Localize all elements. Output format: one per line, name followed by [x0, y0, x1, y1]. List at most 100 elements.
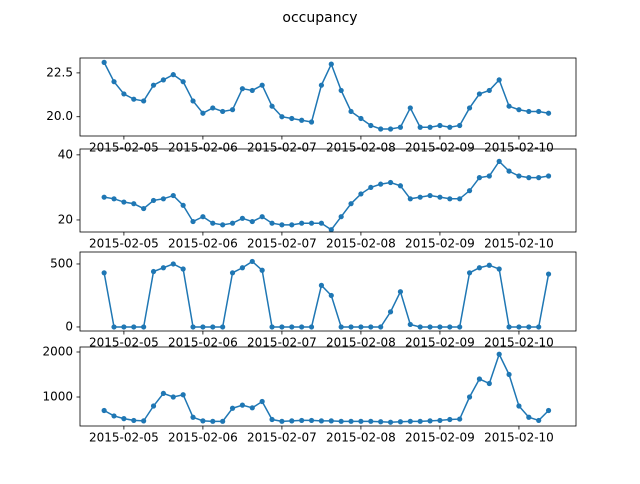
data-point: [101, 194, 107, 200]
x-tick-label: 2015-02-07: [247, 237, 317, 251]
data-point: [387, 309, 394, 315]
x-tick-label: 2015-02-10: [484, 141, 554, 155]
data-point: [289, 418, 295, 424]
data-point: [338, 324, 344, 330]
y-tick-label: 500: [50, 256, 73, 270]
data-point: [229, 405, 236, 411]
data-point: [476, 175, 483, 181]
data-point: [536, 324, 542, 330]
data-point: [308, 119, 315, 125]
data-point: [121, 91, 127, 97]
data-point: [141, 324, 147, 330]
data-point: [229, 270, 236, 276]
x-tick-label: 2015-02-06: [168, 237, 238, 251]
data-point: [170, 394, 176, 400]
data-line: [103, 260, 550, 328]
data-point: [318, 220, 325, 226]
x-tick-label: 2015-02-08: [326, 141, 396, 155]
x-tick-label: 2015-02-08: [326, 336, 396, 350]
x-tick-label: 2015-02-08: [326, 237, 396, 251]
data-point: [220, 108, 226, 115]
data-point: [506, 103, 512, 109]
x-tick-label: 2015-02-09: [405, 336, 475, 350]
data-point: [150, 268, 157, 275]
data-point: [150, 403, 157, 409]
data-point: [516, 107, 522, 113]
data-point: [150, 197, 157, 204]
data-point: [348, 324, 354, 330]
data-point: [111, 413, 117, 419]
data-point: [200, 110, 206, 116]
data-point: [407, 418, 413, 424]
data-point: [526, 324, 532, 330]
data-point: [447, 196, 453, 202]
data-point: [180, 202, 186, 208]
data-point: [180, 266, 186, 272]
data-point: [308, 417, 315, 424]
data-point: [131, 417, 137, 424]
data-point: [536, 417, 542, 424]
data-point: [111, 79, 117, 85]
data-point: [506, 371, 512, 378]
data-point: [229, 107, 236, 113]
data-point: [121, 416, 127, 422]
data-point: [239, 265, 246, 271]
data-point: [210, 105, 216, 111]
data-point: [407, 321, 413, 328]
data-point: [338, 418, 344, 424]
data-point: [249, 405, 255, 411]
data-point: [328, 61, 334, 67]
data-point: [170, 261, 176, 267]
y-tick-label: 22.5: [46, 65, 73, 79]
data-line: [103, 62, 549, 130]
data-point: [536, 175, 542, 181]
y-tick-label: 1000: [42, 390, 73, 404]
data-point: [387, 179, 394, 186]
data-point: [101, 407, 107, 414]
data-point: [269, 103, 275, 109]
data-point: [259, 267, 265, 273]
data-point: [318, 82, 325, 88]
data-point: [239, 86, 246, 92]
data-point: [348, 201, 354, 207]
x-tick-label: 2015-02-07: [247, 431, 317, 445]
data-point: [200, 418, 206, 424]
data-point: [279, 222, 285, 228]
data-point: [397, 289, 404, 295]
data-point: [101, 59, 107, 65]
data-point: [259, 214, 265, 220]
data-point: [160, 265, 166, 271]
data-point: [249, 258, 255, 265]
data-point: [299, 117, 305, 123]
data-point: [447, 324, 453, 330]
data-point: [160, 390, 166, 397]
data-point: [160, 196, 166, 202]
data-point: [437, 122, 443, 129]
data-point: [368, 418, 374, 424]
data-point: [269, 416, 275, 423]
data-point: [526, 108, 532, 115]
data-point: [496, 77, 502, 83]
data-point: [229, 220, 236, 226]
data-point: [526, 175, 532, 181]
data-point: [486, 87, 492, 94]
data-point: [457, 122, 463, 129]
data-point: [160, 77, 166, 83]
data-point: [328, 227, 334, 232]
data-point: [476, 376, 483, 382]
data-point: [427, 192, 433, 199]
data-point: [545, 271, 552, 277]
data-point: [180, 79, 186, 85]
y-tick-label: 20.0: [46, 109, 73, 123]
data-point: [516, 324, 522, 330]
data-point: [427, 324, 433, 330]
data-point: [358, 418, 364, 424]
data-point: [220, 324, 226, 330]
data-point: [447, 416, 453, 423]
data-point: [190, 218, 196, 225]
data-point: [417, 324, 423, 330]
data-point: [279, 418, 285, 424]
data-point: [328, 292, 334, 299]
data-point: [437, 194, 443, 200]
data-point: [131, 324, 137, 330]
